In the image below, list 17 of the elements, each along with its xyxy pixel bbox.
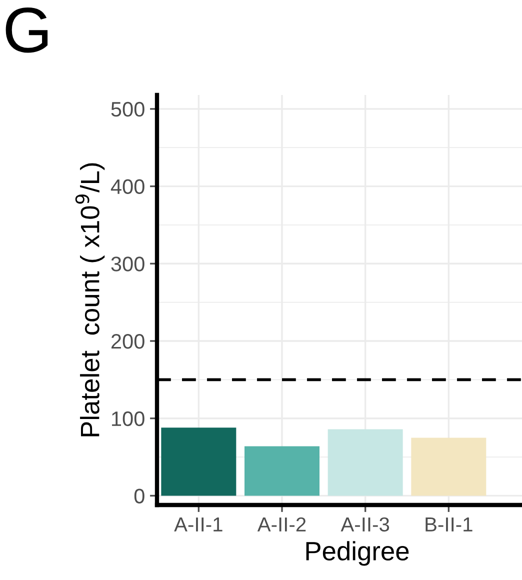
y-tick-label: 0 <box>134 488 144 504</box>
y-tick-label: 200 <box>111 334 144 349</box>
chart-title: G <box>6 7 48 53</box>
y-tick-label: 300 <box>111 256 144 272</box>
bar <box>411 438 486 496</box>
y-tick-label: 400 <box>110 179 144 194</box>
x-tick-label: B-II-1 <box>426 518 472 532</box>
y-tick-label: 500 <box>111 102 144 117</box>
y-tick-label: 100 <box>112 411 144 426</box>
y-axis-title: Platelet count ( x10$^{9}$/L) <box>75 163 105 436</box>
x-axis-title: Pedigree <box>306 541 409 566</box>
bar <box>244 446 320 496</box>
bar <box>328 429 403 496</box>
x-tick-label: A-II-3 <box>340 517 390 532</box>
x-tick-label: A-II-1 <box>174 518 222 532</box>
bar <box>161 428 236 496</box>
x-tick-label: A-II-2 <box>257 517 306 532</box>
